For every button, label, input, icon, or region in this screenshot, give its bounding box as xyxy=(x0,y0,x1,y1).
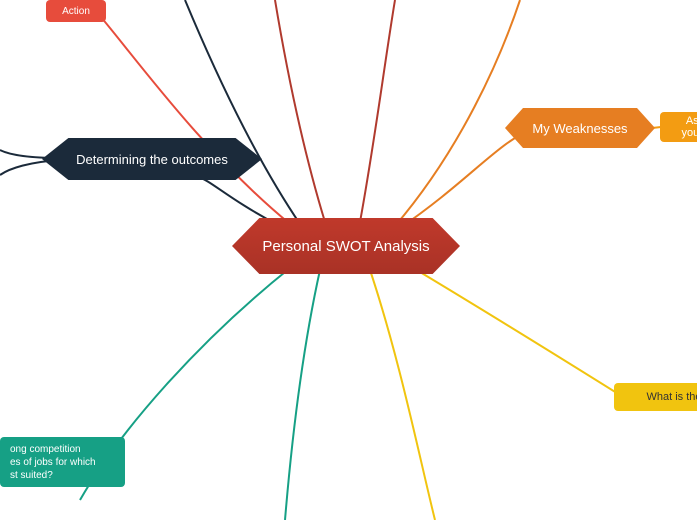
competition-label: ong competition es of jobs for which st … xyxy=(10,443,96,482)
action-label: Action xyxy=(62,6,90,17)
outcomes-node[interactable]: Determining the outcomes xyxy=(42,138,262,180)
ask-node[interactable]: Ask yours xyxy=(660,112,697,142)
edge xyxy=(370,270,435,520)
edge xyxy=(395,0,520,226)
outcomes-label: Determining the outcomes xyxy=(76,152,228,167)
center-node[interactable]: Personal SWOT Analysis xyxy=(232,218,460,274)
action-node[interactable]: Action xyxy=(46,0,106,22)
competition-node[interactable]: ong competition es of jobs for which st … xyxy=(0,437,125,487)
mindmap-canvas: { "type": "mindmap", "background_color":… xyxy=(0,0,697,520)
edge xyxy=(360,0,395,222)
edge xyxy=(410,266,620,395)
weaknesses-label: My Weaknesses xyxy=(532,121,627,136)
ask-label: Ask yours xyxy=(678,115,697,139)
center-label: Personal SWOT Analysis xyxy=(262,238,429,255)
edge xyxy=(275,0,325,222)
weaknesses-node[interactable]: My Weaknesses xyxy=(505,108,655,148)
edge xyxy=(285,270,320,520)
edge xyxy=(95,10,290,224)
whatis-node[interactable]: What is the xyxy=(614,383,697,411)
whatis-label: What is the xyxy=(646,391,697,403)
edge xyxy=(400,128,535,228)
edge xyxy=(185,0,300,224)
